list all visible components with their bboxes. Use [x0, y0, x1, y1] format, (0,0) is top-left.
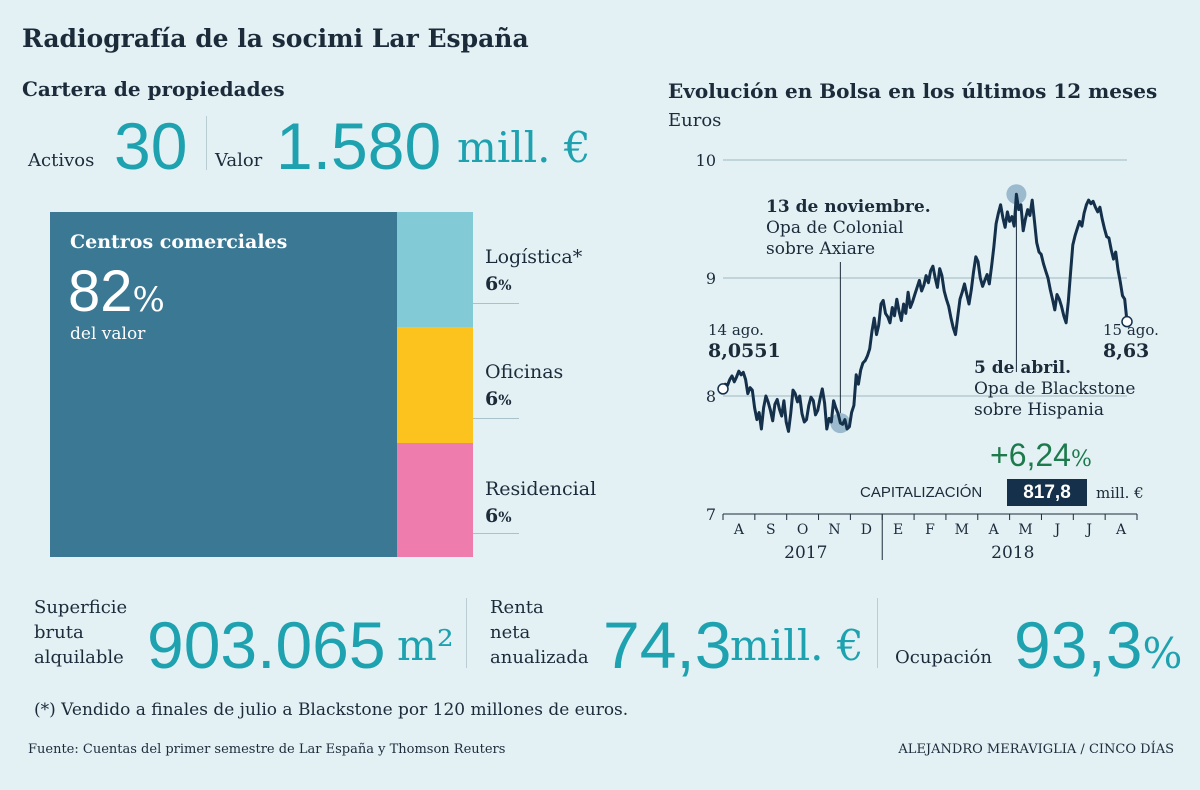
- change-value: +6,24%: [990, 437, 1092, 474]
- x-tick-label: E: [893, 522, 903, 538]
- area-label: alquilable: [34, 647, 124, 668]
- annotation-line: sobre Hispania: [974, 400, 1104, 420]
- treemap-item-pct: 6%: [485, 273, 512, 295]
- assets-value: 30: [114, 109, 188, 183]
- treemap-block-oficinas: [397, 327, 473, 443]
- rent-unit: mill. €: [730, 621, 864, 670]
- treemap-rule: [473, 303, 519, 304]
- treemap-main-pct-sign: %: [132, 280, 165, 320]
- area-value: 903.065: [147, 608, 386, 682]
- value-number: 1.580: [276, 109, 442, 183]
- treemap-rule: [473, 533, 519, 534]
- occupancy-sign: %: [1142, 629, 1183, 678]
- y-tick-label: 9: [706, 269, 716, 288]
- x-tick-label: A: [733, 522, 745, 538]
- end-marker: [1121, 315, 1133, 328]
- price-series-line: [721, 192, 1129, 433]
- treemap-item-pct-number: 6: [485, 388, 499, 410]
- start-value: 8,0551: [708, 340, 781, 362]
- treemap-main-pct: 82%: [68, 258, 165, 325]
- end-date: 15 ago.: [1103, 321, 1159, 339]
- x-tick-label: N: [828, 522, 840, 538]
- annotation-line: sobre Axiare: [766, 239, 876, 259]
- treemap-main-name: Centros comerciales: [70, 231, 288, 253]
- rent-value: 74,3: [603, 608, 732, 682]
- source: Fuente: Cuentas del primer semestre de L…: [28, 742, 506, 757]
- annotation-line: Opa de Colonial: [766, 218, 904, 238]
- annotation-title: 13 de noviembre.: [766, 197, 931, 217]
- treemap-item-name: Oficinas: [485, 361, 564, 383]
- change-sign: %: [1070, 447, 1092, 472]
- treemap-item-pct-sign: %: [498, 510, 512, 526]
- treemap-item-pct: 6%: [485, 505, 512, 527]
- treemap-item-pct-sign: %: [498, 278, 512, 294]
- annotation-title: 5 de abril.: [974, 358, 1072, 378]
- x-tick-label: J: [1053, 522, 1061, 538]
- stock-chart: 7 8 9 10 A S O N D E F M A M J J A 2017 2018: [696, 151, 1138, 563]
- annotation-line: Opa de Blackstone: [974, 379, 1136, 399]
- x-tick-label: D: [861, 522, 872, 538]
- treemap-item-pct: 6%: [485, 388, 512, 410]
- cap-value: 817,8: [1007, 479, 1087, 506]
- x-tick-label: A: [988, 522, 1000, 538]
- treemap-block-residencial: [397, 443, 473, 557]
- x-tick-label: A: [1115, 522, 1127, 538]
- end-value: 8,63: [1103, 340, 1150, 362]
- portfolio-heading: Cartera de propiedades: [22, 77, 285, 101]
- credit: ALEJANDRO MERAVIGLIA / CINCO DÍAS: [898, 742, 1174, 757]
- rent-label: anualizada: [490, 647, 589, 668]
- x-tick-label: S: [766, 522, 776, 538]
- y-tick-label: 10: [696, 151, 716, 170]
- year-label: 2018: [991, 543, 1034, 563]
- x-tick-label: O: [797, 522, 808, 538]
- start-date: 14 ago.: [708, 321, 764, 339]
- area-unit: m²: [397, 621, 454, 670]
- treemap-item-pct-sign: %: [498, 393, 512, 409]
- treemap-block-centros: [50, 212, 397, 557]
- value-unit: mill. €: [457, 123, 591, 172]
- x-tick-label: J: [1084, 522, 1092, 538]
- occupancy-value: 93,3%: [1014, 612, 1182, 678]
- treemap-item-name: Logística*: [485, 246, 583, 268]
- occupancy-label: Ocupación: [895, 647, 992, 668]
- area-label: Superficie: [34, 597, 128, 618]
- year-label: 2017: [784, 543, 827, 563]
- y-tick-label: 8: [706, 387, 716, 406]
- treemap-item-name: Residencial: [485, 478, 597, 500]
- x-tick-label: M: [1018, 522, 1032, 538]
- chart-ylabel: Euros: [668, 110, 722, 131]
- rent-label: Renta: [490, 597, 544, 618]
- treemap-rule: [473, 418, 519, 419]
- start-marker: [717, 383, 729, 395]
- treemap-item-pct-number: 6: [485, 505, 499, 527]
- change-number: +6,24: [990, 437, 1071, 473]
- divider: [466, 598, 467, 668]
- divider: [206, 116, 207, 170]
- x-tick-label: F: [925, 522, 935, 538]
- assets-label: Activos: [28, 150, 95, 171]
- value-label: Valor: [215, 150, 263, 171]
- chart-title: Evolución en Bolsa en los últimos 12 mes…: [668, 79, 1158, 103]
- footnote: (*) Vendido a finales de julio a Blackst…: [34, 700, 629, 720]
- treemap-main-pct-number: 82: [68, 259, 133, 324]
- treemap-main-sub: del valor: [70, 324, 146, 344]
- occupancy-number: 93,3: [1014, 608, 1143, 682]
- y-tick-label: 7: [706, 505, 716, 524]
- divider: [877, 598, 878, 668]
- rent-label: neta: [490, 622, 531, 643]
- treemap-block-logistica: [397, 212, 473, 327]
- cap-unit: mill. €: [1096, 484, 1144, 502]
- x-tick-label: M: [955, 522, 969, 538]
- area-label: bruta: [34, 622, 84, 643]
- treemap-item-pct-number: 6: [485, 273, 499, 295]
- cap-label: CAPITALIZACIÓN: [860, 484, 983, 501]
- main-title: Radiografía de la socimi Lar España: [22, 24, 529, 53]
